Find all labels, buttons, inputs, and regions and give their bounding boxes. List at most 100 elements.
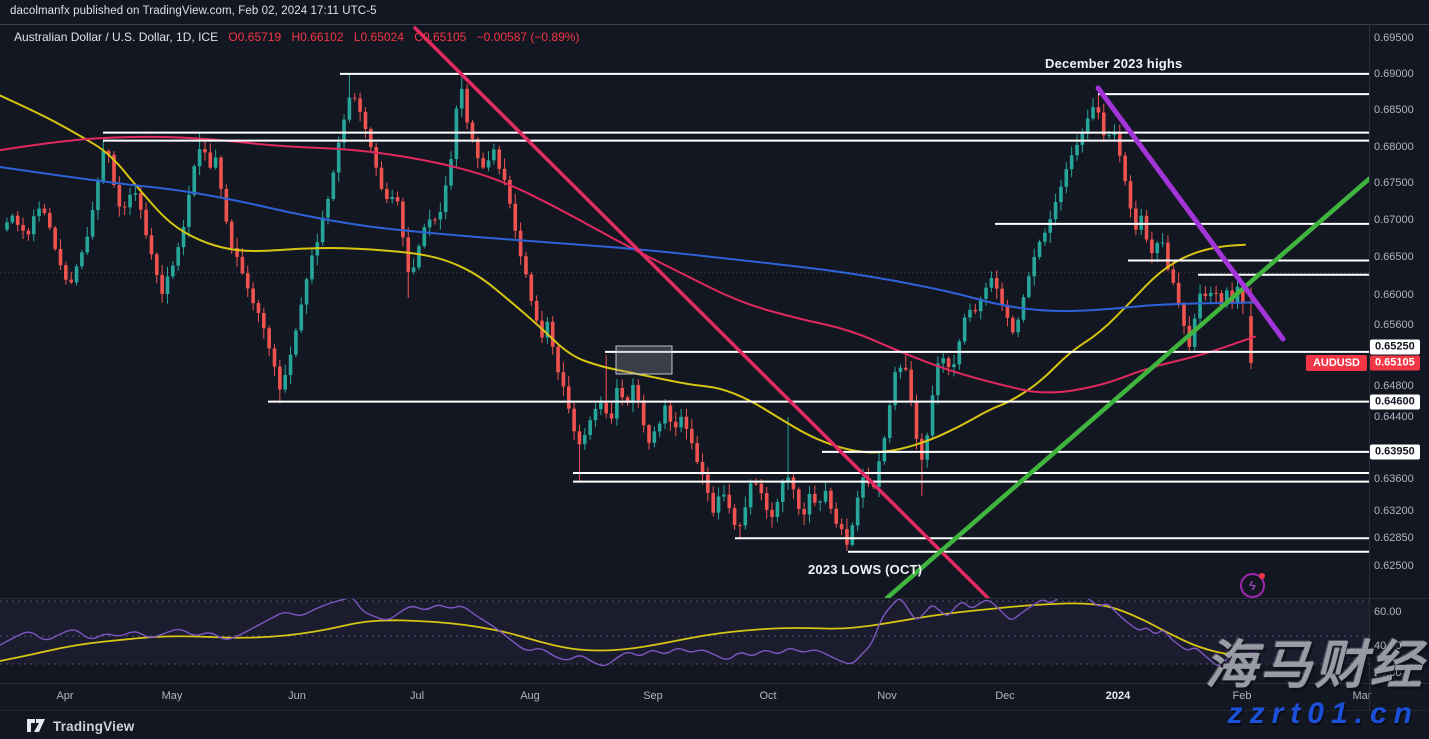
rsi-pane[interactable] <box>0 594 1369 667</box>
candle-body <box>561 372 566 387</box>
candle-body <box>1128 181 1133 209</box>
candle-body <box>1107 135 1111 137</box>
candle-body <box>1016 319 1020 333</box>
candle-body <box>657 423 662 432</box>
time-axis-label: 2024 <box>1105 690 1131 702</box>
candle-body <box>229 221 234 248</box>
candle-body <box>80 252 84 267</box>
candle-body <box>133 193 138 195</box>
candle-body <box>877 461 881 487</box>
candle-body <box>213 157 218 168</box>
candle-body <box>727 494 732 509</box>
candle-body <box>1080 133 1085 145</box>
candle-body <box>770 509 774 517</box>
candle-body <box>433 219 437 221</box>
candle-body <box>887 405 892 438</box>
candle-body <box>775 501 780 517</box>
candle-body <box>813 493 817 503</box>
candle-body <box>37 208 41 217</box>
rsi-line <box>0 599 1259 667</box>
candle-body <box>149 235 154 255</box>
candle-body <box>823 490 828 502</box>
candle-body <box>310 255 314 280</box>
candle-body <box>197 149 202 167</box>
candle-body <box>732 508 737 526</box>
candle-body <box>973 309 978 312</box>
price-axis-label: 0.67000 <box>1374 214 1414 227</box>
candle-body <box>1249 316 1253 363</box>
candle-body <box>1064 169 1069 187</box>
candle-body <box>5 222 9 230</box>
candle-body <box>620 387 625 398</box>
candle-body <box>363 111 368 129</box>
candle-body <box>1085 118 1090 134</box>
candle-body <box>331 172 336 199</box>
candle-body <box>1075 144 1079 156</box>
candle-body <box>700 461 705 475</box>
candle-body <box>909 369 913 402</box>
symbol-header[interactable]: Australian Dollar / U.S. Dollar, 1D, ICE… <box>14 30 579 44</box>
time-axis-label: Nov <box>877 690 897 702</box>
candle-body <box>780 482 785 502</box>
candle-body <box>925 435 929 460</box>
candle-body <box>69 279 73 283</box>
candle-body <box>1000 288 1004 305</box>
candle-body <box>759 483 764 494</box>
trendline-downtrend-2024-purple <box>1095 85 1286 342</box>
candle-body <box>251 288 255 304</box>
candle-body <box>882 437 887 462</box>
candle-body <box>957 341 962 365</box>
candle-body <box>1166 242 1170 270</box>
time-axis-label: Jun <box>288 690 306 702</box>
candle-body <box>438 212 443 220</box>
candle-body <box>294 330 298 355</box>
candle-body <box>631 385 635 403</box>
candle-body <box>122 206 127 208</box>
candle-body <box>663 405 667 424</box>
time-axis-label: Sep <box>643 690 663 702</box>
candle-body <box>1053 202 1058 220</box>
candle-body <box>256 303 261 313</box>
rsi-axis-label: 60.00 <box>1374 606 1402 618</box>
time-axis-label: Dec <box>995 690 1015 702</box>
candle-body <box>962 317 967 342</box>
candle-body <box>181 227 186 248</box>
candle-body <box>481 158 485 168</box>
lightning-bolt-icon: ϟ <box>1248 577 1257 594</box>
candle-body <box>304 279 309 305</box>
candle-body <box>465 88 469 123</box>
candle-body <box>492 149 496 161</box>
candle-body <box>486 160 491 168</box>
candle-body <box>861 477 865 498</box>
time-axis-label: Aug <box>520 690 540 702</box>
symbol-title: Australian Dollar / U.S. Dollar, 1D, ICE <box>14 30 219 44</box>
publish-attribution-bar: dacolmanfx published on TradingView.com,… <box>0 0 1429 25</box>
quick-action-flash-icon[interactable]: ϟ <box>1240 573 1265 598</box>
candle-body <box>395 196 400 202</box>
candle-body <box>802 508 806 515</box>
candle-body <box>245 273 250 289</box>
candle-body <box>1182 304 1186 326</box>
candle-body <box>1048 219 1053 233</box>
tradingview-logo[interactable]: TradingView <box>27 718 134 734</box>
candle-body <box>583 435 587 445</box>
supply-zone-box <box>615 345 673 375</box>
price-axis-divider <box>1369 24 1370 710</box>
moving-average-sma-slow-blue <box>0 166 1256 312</box>
candle-body <box>518 230 523 257</box>
candle-body <box>90 210 95 237</box>
rsi-band-fill <box>0 601 1369 664</box>
candle-body <box>893 372 897 406</box>
time-axis-label: Feb <box>1232 690 1252 702</box>
horizontal-levels <box>103 72 1369 553</box>
candle-body <box>994 278 999 289</box>
candle-body <box>508 179 512 204</box>
trendline-downtrend-2023-pink <box>413 26 990 598</box>
candle-body <box>74 266 79 283</box>
candle-body <box>1139 215 1143 230</box>
pane-divider <box>0 598 1429 599</box>
price-pane[interactable] <box>0 26 1369 598</box>
candle-body <box>609 413 614 419</box>
price-level-chip: 0.64600 <box>1370 394 1420 410</box>
